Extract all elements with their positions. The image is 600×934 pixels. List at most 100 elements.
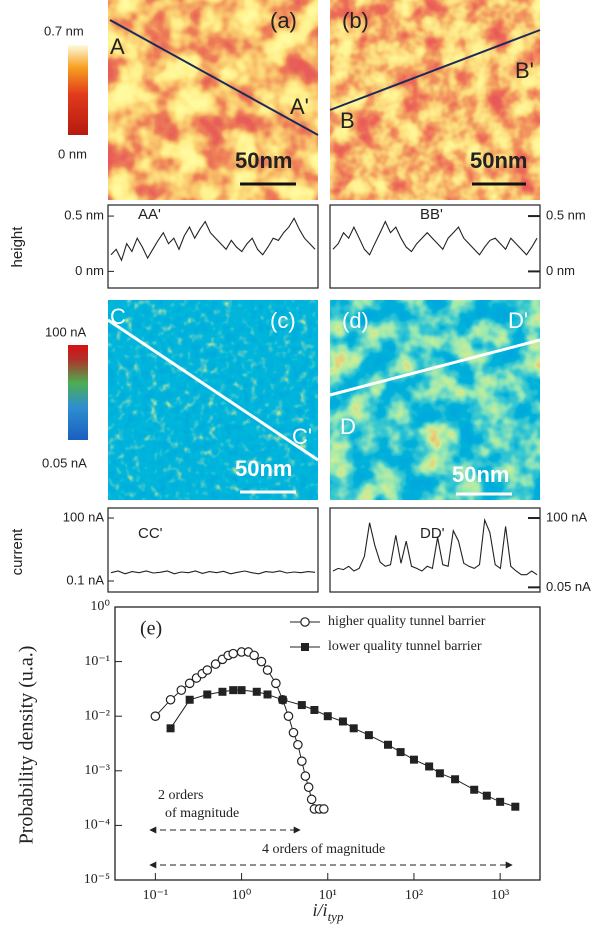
marker [218,687,227,696]
point-label: D' [508,308,528,333]
marker [150,711,161,721]
marker [185,695,194,704]
marker [409,755,418,764]
y-tick-label: 10⁻³ [84,763,110,778]
marker [278,695,287,704]
x-tick-label: 10² [405,888,423,903]
marker [511,802,520,811]
scale-label: 50nm [235,456,292,481]
profile-line [109,19,319,136]
marker [256,656,267,667]
y-tick-label: 10⁰ [90,599,110,614]
y-tick-label: 10⁻¹ [84,654,110,669]
y-tick-label: 0.1 nA [66,572,104,587]
y-tick-label: 0.5 nm [64,208,104,223]
axis-label: height [9,226,26,268]
profile-label: DD' [420,525,445,542]
marker [263,690,272,699]
colorbar-max: 0.7 nm [44,23,84,38]
y-tick-label: 10⁻⁴ [84,818,110,833]
colorbar-min: 0.05 nA [42,455,87,470]
profile-trace [332,220,538,256]
marker [435,769,444,778]
colorbar [68,345,88,440]
marker [303,782,314,793]
profile-trace [332,517,538,576]
x-axis-label-sub: typ [328,909,344,924]
marker [166,724,175,733]
height-map-b [330,0,540,200]
annotation: of magnitude [165,806,239,821]
point-label: B [340,108,355,133]
marker [306,794,317,805]
panel-label: (a) [270,8,297,33]
marker [310,705,319,714]
y-tick-label: 100 nA [63,509,105,524]
scale-label: 50nm [235,148,292,173]
point-label: A [110,34,125,59]
marker [249,650,259,661]
profile-frame [329,204,541,289]
profile-trace [110,217,316,262]
point-label: C' [292,424,312,449]
scale-label: 50nm [452,462,509,487]
x-tick-label: 10⁻¹ [143,888,169,903]
y-axis-label: Probability density (u.a.) [16,646,38,845]
marker [470,785,479,794]
marker [425,762,434,771]
point-label: A' [290,94,309,119]
point-label: C [110,304,126,329]
legend-label: lower quality tunnel barrier [328,639,482,654]
marker [210,659,221,669]
colorbar-min: 0 nm [58,146,87,161]
profile-frame [107,507,319,593]
scale-label: 50nm [470,148,527,173]
y-tick-label: 0.5 nm [546,208,586,223]
marker [496,797,505,806]
annotation: 4 orders of magnitude [262,842,385,857]
x-tick-label: 10³ [491,888,509,903]
colorbar [68,45,88,135]
marker [237,686,246,695]
marker [323,712,332,721]
current-map-c [108,300,318,500]
profile-frame [329,507,541,593]
profile-label: AA' [138,206,161,223]
legend-marker [301,643,309,651]
point-label: D [340,414,356,439]
y-tick-label: 0 nm [546,263,575,278]
annotation: 2 orders [158,788,204,803]
series-line [155,651,324,810]
profile-trace [110,570,316,575]
marker [176,685,187,695]
marker [202,665,213,675]
y-tick-label: 10⁻⁵ [84,872,110,887]
marker [293,739,303,750]
profile-line [107,318,319,462]
marker [297,756,307,766]
marker [319,804,329,814]
axis-label: current [9,528,26,576]
legend-marker [300,617,310,627]
x-tick-label: 10⁰ [232,888,252,903]
panel-label: (e) [140,618,162,640]
height-map-a [108,0,318,200]
marker [229,686,238,695]
y-tick-label: 100 nA [546,509,588,524]
point-label: B' [515,58,534,83]
profile-line [329,29,541,111]
legend-label: higher quality tunnel barrier [328,614,486,629]
marker [252,687,261,696]
marker [203,690,212,699]
marker [349,724,358,733]
y-tick-label: 10⁻² [84,708,110,723]
marker [451,775,460,784]
panel-label: (c) [270,308,296,333]
series-line [170,689,516,808]
panel-label: (b) [342,8,369,33]
marker [262,665,273,675]
y-tick-label: 0.05 nA [546,579,591,594]
